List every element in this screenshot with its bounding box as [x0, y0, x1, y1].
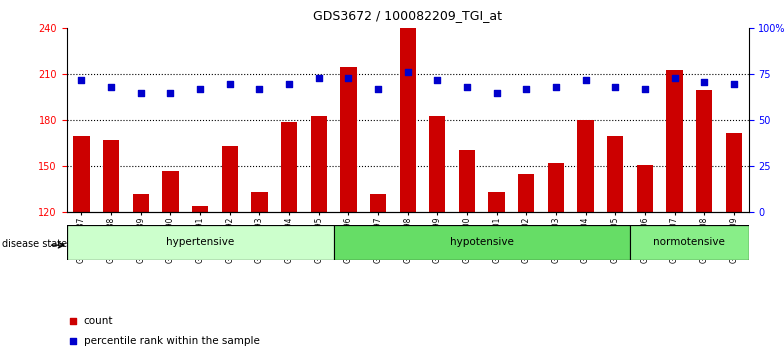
Bar: [222, 147, 238, 354]
Point: [520, 86, 532, 92]
Text: GDS3672 / 100082209_TGI_at: GDS3672 / 100082209_TGI_at: [313, 9, 503, 22]
Point: [431, 77, 444, 83]
Text: hypertensive: hypertensive: [166, 238, 234, 247]
Bar: [630, 225, 749, 260]
Bar: [726, 133, 742, 354]
Point: [490, 90, 503, 96]
Bar: [429, 116, 445, 354]
Point: [164, 90, 176, 96]
Bar: [162, 171, 179, 354]
Bar: [192, 206, 209, 354]
Point: [342, 75, 354, 81]
Bar: [340, 67, 357, 354]
Bar: [251, 193, 267, 354]
Point: [105, 84, 118, 90]
Text: disease state: disease state: [2, 239, 67, 249]
Point: [75, 77, 88, 83]
Point: [639, 86, 652, 92]
Bar: [370, 194, 387, 354]
Point: [253, 86, 266, 92]
Point: [401, 70, 414, 75]
Point: [463, 241, 476, 247]
Point: [461, 84, 474, 90]
Point: [463, 53, 476, 58]
Point: [372, 86, 384, 92]
Point: [135, 90, 147, 96]
Bar: [132, 194, 149, 354]
Bar: [281, 122, 297, 354]
Point: [668, 75, 681, 81]
Bar: [518, 174, 535, 354]
Point: [223, 81, 236, 86]
Bar: [666, 70, 683, 354]
Bar: [103, 140, 119, 354]
Point: [313, 75, 325, 81]
Point: [283, 81, 296, 86]
Text: normotensive: normotensive: [654, 238, 725, 247]
Bar: [74, 136, 89, 354]
Point: [609, 84, 622, 90]
Bar: [488, 193, 505, 354]
Point: [728, 81, 740, 86]
Text: count: count: [84, 315, 113, 326]
Point: [698, 79, 710, 85]
Bar: [400, 28, 416, 354]
Bar: [310, 116, 327, 354]
Bar: [607, 136, 623, 354]
Bar: [696, 90, 713, 354]
Point: [579, 77, 592, 83]
Bar: [67, 225, 333, 260]
Bar: [548, 163, 564, 354]
Bar: [333, 225, 630, 260]
Point: [194, 86, 206, 92]
Bar: [578, 120, 593, 354]
Bar: [459, 149, 475, 354]
Point: [550, 84, 562, 90]
Bar: [637, 165, 653, 354]
Text: hypotensive: hypotensive: [450, 238, 514, 247]
Text: percentile rank within the sample: percentile rank within the sample: [84, 336, 260, 346]
